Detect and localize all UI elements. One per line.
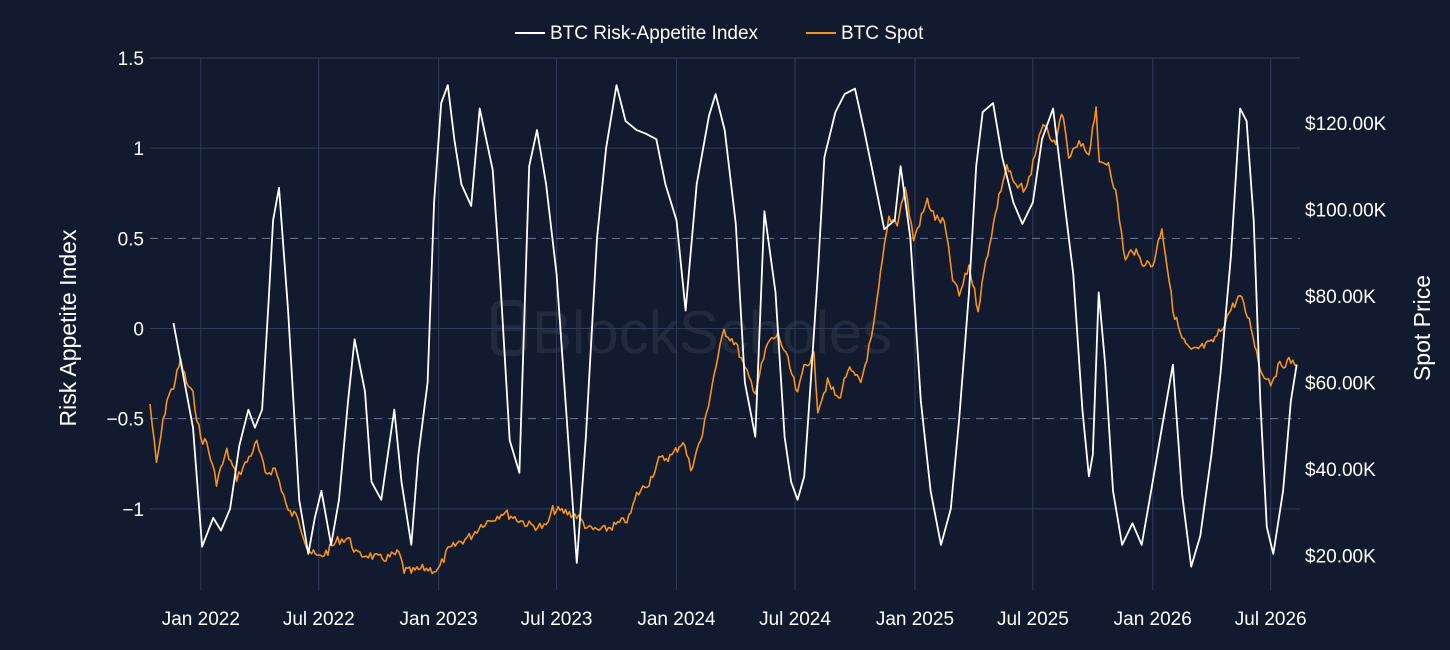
y-right-tick-label: $80.00K	[1305, 287, 1376, 308]
legend-item-spot[interactable]: BTC Spot	[806, 23, 924, 44]
x-tick-label: Jan 2023	[400, 609, 478, 630]
axis-labels: Jan 2022 Jul 2022 Jan 2023 Jul 2023 Jan 2024…	[106, 49, 1386, 630]
y-right-tick-label: $120.00K	[1305, 114, 1387, 135]
series-line-spot	[149, 106, 1297, 575]
x-tick-label: Jan 2025	[876, 609, 954, 630]
x-tick-label: Jul 2026	[1235, 609, 1307, 630]
x-tick-label: Jan 2022	[162, 609, 240, 630]
series-layer	[149, 84, 1298, 575]
x-tick-label: Jul 2024	[759, 609, 831, 630]
y-right-tick-label: $60.00K	[1305, 373, 1376, 394]
y-right-tick-label: $20.00K	[1305, 546, 1376, 567]
watermark-text: BlockScholes	[532, 299, 892, 366]
y-right-tick-label: $40.00K	[1305, 460, 1376, 481]
legend-label-spot: BTC Spot	[841, 23, 924, 44]
legend-label-index: BTC Risk-Appetite Index	[550, 23, 759, 44]
y-right-axis-title: Spot Price	[1409, 275, 1435, 381]
legend[interactable]: BTC Risk-Appetite Index BTC Spot	[515, 23, 924, 44]
y-right-tick-label: $100.00K	[1305, 200, 1387, 221]
x-tick-label: Jan 2026	[1114, 609, 1192, 630]
y-left-tick-label: 1.5	[118, 49, 144, 70]
y-left-tick-label: 0.5	[118, 229, 144, 250]
y-left-tick-label: 0	[133, 320, 144, 341]
blockscholes-watermark: BlockScholes	[491, 299, 892, 366]
legend-item-index[interactable]: BTC Risk-Appetite Index	[515, 23, 759, 44]
x-tick-label: Jan 2024	[637, 609, 716, 630]
y-left-tick-label: −1	[122, 500, 144, 521]
grid	[150, 57, 1300, 590]
y-left-axis-title: Risk Appetite Index	[55, 229, 81, 426]
x-tick-label: Jul 2025	[997, 609, 1069, 630]
y-left-tick-label: 1	[133, 139, 144, 160]
x-tick-label: Jul 2023	[521, 609, 593, 630]
series-line-index	[172, 84, 1298, 568]
y-left-tick-label: −0.5	[106, 410, 144, 431]
x-tick-label: Jul 2022	[283, 609, 355, 630]
